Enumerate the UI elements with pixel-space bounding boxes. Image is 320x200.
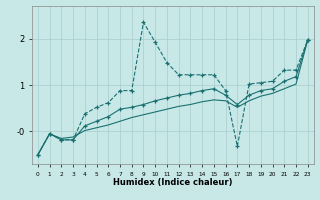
X-axis label: Humidex (Indice chaleur): Humidex (Indice chaleur) — [113, 178, 233, 187]
